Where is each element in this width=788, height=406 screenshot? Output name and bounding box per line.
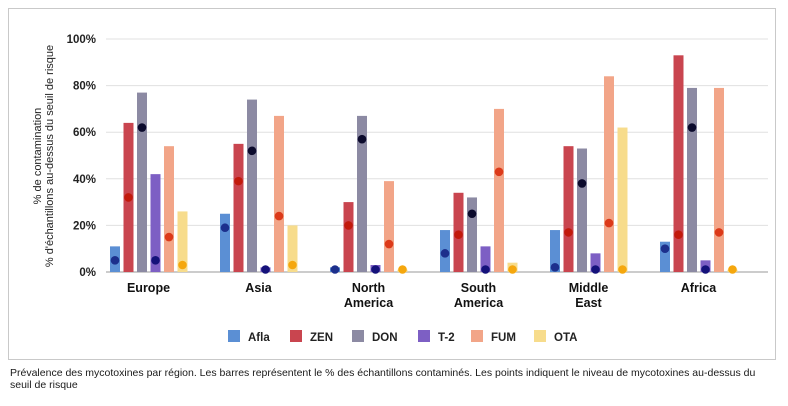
point-afla (440, 249, 450, 258)
point-t-2 (481, 265, 490, 274)
point-fum (164, 232, 174, 242)
point-ota (178, 260, 187, 270)
bar-zen (563, 146, 574, 272)
point-zen (124, 193, 133, 202)
point-t-2 (371, 265, 380, 274)
point-fum (384, 239, 394, 249)
bar-ota (177, 211, 188, 272)
point-zen (344, 221, 353, 230)
bar-don (137, 92, 147, 272)
point-ota (508, 265, 517, 274)
bar-ota (617, 127, 628, 272)
bar-afla (550, 230, 560, 272)
point-afla (550, 263, 560, 272)
bar-don (577, 148, 587, 272)
x-tick-label: East (575, 296, 602, 310)
bar-don (247, 99, 257, 272)
point-t-2 (261, 265, 270, 274)
point-zen (564, 228, 573, 237)
bar-fum (274, 115, 284, 272)
point-don (687, 123, 697, 132)
bar-t-2 (480, 246, 491, 272)
point-zen (454, 230, 463, 240)
legend-swatch-fum (471, 330, 483, 342)
point-t-2 (701, 265, 710, 274)
legend-swatch-afla (228, 330, 240, 342)
point-don (137, 123, 147, 132)
legend-label-zen: ZEN (310, 332, 333, 344)
y-tick-label: 60% (73, 127, 96, 139)
legend-label-t-2: T-2 (438, 332, 455, 344)
bar-t-2 (150, 174, 161, 272)
x-tick-label: Asia (245, 281, 272, 295)
bar-don (467, 197, 477, 272)
bar-fum (164, 146, 174, 272)
x-tick-label: South (461, 281, 496, 295)
point-don (577, 179, 587, 188)
point-afla (660, 244, 670, 253)
point-don (467, 209, 477, 219)
mycotoxin-prevalence-chart: 0% 20% 40% 60% 80% 100% % de contamination% d'… (32, 34, 768, 344)
bar-ota (287, 225, 298, 272)
point-fum (604, 218, 614, 228)
legend-label-ota: OTA (554, 332, 577, 344)
bar-t-2 (590, 253, 601, 272)
bar-zen (343, 202, 354, 272)
bar-fum (384, 181, 394, 272)
point-t-2 (151, 256, 160, 265)
point-fum (714, 228, 724, 237)
point-ota (618, 265, 627, 274)
point-fum (274, 211, 284, 221)
point-don (247, 146, 257, 156)
y-tick-label: 20% (73, 220, 96, 232)
point-fum (494, 167, 504, 177)
bar-fum (604, 76, 614, 272)
point-don (357, 134, 367, 144)
point-ota (728, 265, 737, 274)
legend-label-afla: Afla (248, 332, 270, 344)
bar-don (357, 115, 367, 272)
legend-label-don: DON (372, 332, 398, 344)
point-afla (110, 256, 120, 265)
y-axis-title: % de contamination (32, 108, 44, 205)
legend-label-fum: FUM (491, 332, 516, 344)
x-tick-label: America (454, 296, 504, 310)
y-axis-title: % d'échantillons au-dessus du seuil de r… (44, 45, 56, 267)
y-tick-label: 80% (73, 81, 96, 93)
x-tick-label: Africa (681, 281, 717, 295)
y-tick-label: 40% (73, 174, 96, 186)
point-afla (220, 223, 230, 233)
x-tick-label: Europe (127, 281, 170, 295)
bar-afla (660, 241, 670, 272)
bar-don (687, 87, 697, 273)
point-afla (330, 265, 340, 274)
x-tick-label: North (352, 281, 385, 295)
legend-swatch-t-2 (418, 330, 430, 342)
bar-afla (220, 213, 230, 272)
point-ota (288, 260, 297, 270)
bar-zen (673, 55, 684, 273)
point-t-2 (591, 265, 600, 274)
bar-fum (714, 87, 724, 273)
legend-swatch-zen (290, 330, 302, 342)
y-tick-label: 100% (67, 34, 96, 46)
point-zen (674, 230, 683, 240)
y-tick-label: 0% (79, 267, 96, 279)
bar-zen (233, 143, 244, 272)
legend-swatch-don (352, 330, 364, 342)
bar-fum (494, 108, 504, 273)
point-ota (398, 265, 407, 274)
x-tick-label: Middle (569, 281, 609, 295)
figure-caption: Prévalence des mycotoxines par région. L… (10, 367, 756, 391)
point-zen (234, 176, 243, 186)
legend-swatch-ota (534, 330, 546, 342)
x-tick-label: America (344, 296, 394, 310)
